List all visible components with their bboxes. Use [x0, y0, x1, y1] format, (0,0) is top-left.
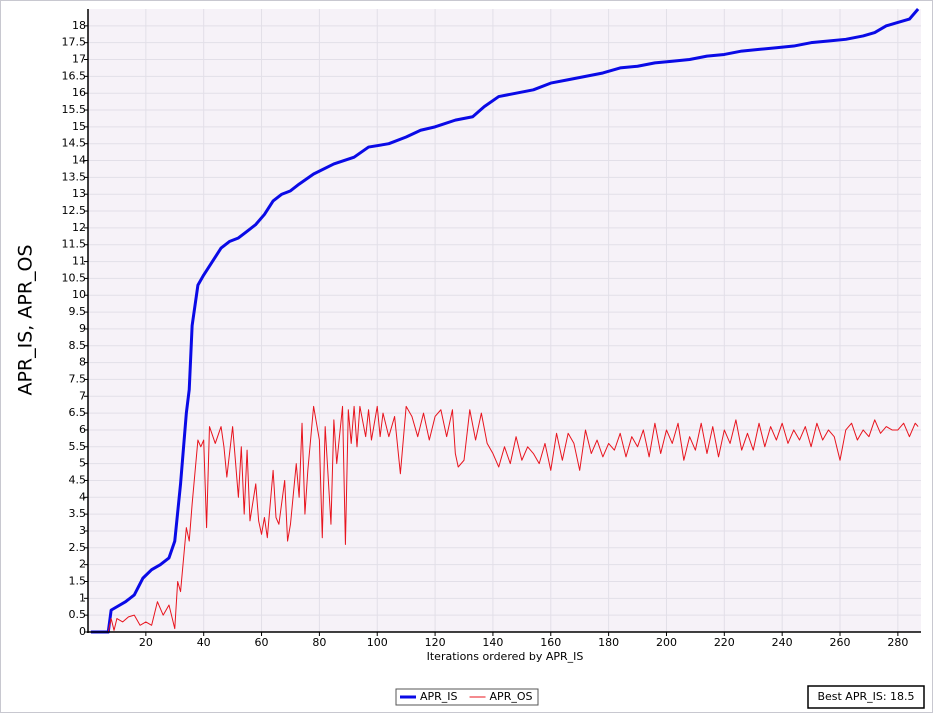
y-tick-label: 14 [72, 154, 86, 167]
y-tick-label: 3.5 [69, 507, 87, 520]
y-tick-label: 17.5 [62, 36, 87, 49]
x-tick-label: 60 [255, 636, 269, 649]
x-tick-label: 100 [367, 636, 388, 649]
y-tick-label: 11.5 [62, 238, 87, 251]
x-tick-label: 80 [312, 636, 326, 649]
y-tick-label: 18 [72, 19, 86, 32]
y-tick-label: 2.5 [69, 541, 87, 554]
x-tick-label: 280 [887, 636, 908, 649]
y-tick-label: 17 [72, 53, 86, 66]
y-tick-label: 12.5 [62, 204, 87, 217]
annotation-box [807, 685, 925, 709]
y-tick-label: 3 [79, 524, 86, 537]
y-tick-label: 5.5 [69, 440, 87, 453]
x-tick-label: 260 [830, 636, 851, 649]
y-tick-label: 1 [79, 591, 86, 604]
series-line [90, 405, 919, 633]
annotation: Best APR_IS: 18.5 [817, 690, 914, 703]
x-tick-label: 220 [714, 636, 735, 649]
y-tick-label: 14.5 [62, 137, 87, 150]
x-tick-label: 40 [197, 636, 211, 649]
x-tick-label: 120 [425, 636, 446, 649]
x-tick-label: 180 [598, 636, 619, 649]
series-line [90, 8, 920, 634]
y-tick-label: 11 [72, 255, 86, 268]
y-tick-label: 5 [79, 457, 86, 470]
y-tick-label: 4.5 [69, 473, 87, 486]
y-tick-label: 10.5 [62, 271, 87, 284]
y-tick-label: 8 [79, 356, 86, 369]
y-tick-label: 6 [79, 423, 86, 436]
y-tick-label: 12 [72, 221, 86, 234]
y-tick-label: 13 [72, 187, 86, 200]
x-tick-label: 240 [772, 636, 793, 649]
plot-area [88, 9, 921, 632]
y-tick-label: 0.5 [69, 608, 87, 621]
y-tick-label: 15.5 [62, 103, 87, 116]
y-axis-label: APR_IS, APR_OS [15, 244, 37, 395]
x-axis-label: Iterations ordered by APR_IS [427, 650, 584, 663]
y-tick-label: 9.5 [69, 305, 87, 318]
legend-box [395, 688, 539, 706]
y-tick-label: 15 [72, 120, 86, 133]
y-tick-label: 8.5 [69, 339, 87, 352]
x-tick-label: 20 [139, 636, 153, 649]
lines [90, 8, 920, 634]
y-tick-label: 6.5 [69, 406, 87, 419]
y-tick-label: 1.5 [69, 574, 87, 587]
y-tick-label: 4 [79, 490, 86, 503]
y-tick-label: 0 [79, 625, 86, 638]
y-tick-label: 16.5 [62, 69, 87, 82]
y-tick-label: 7.5 [69, 372, 87, 385]
y-tick-label: 13.5 [62, 170, 87, 183]
y-tick-label: 16 [72, 86, 86, 99]
x-tick-label: 160 [540, 636, 561, 649]
y-tick-label: 9 [79, 322, 86, 335]
x-tick-label: 200 [656, 636, 677, 649]
y-tick-label: 10 [72, 288, 86, 301]
x-tick-label: 140 [482, 636, 503, 649]
y-tick-label: 7 [79, 389, 86, 402]
legend-label: APR_IS [420, 690, 458, 703]
legend-label: APR_OS [490, 690, 533, 703]
y-tick-label: 2 [79, 558, 86, 571]
